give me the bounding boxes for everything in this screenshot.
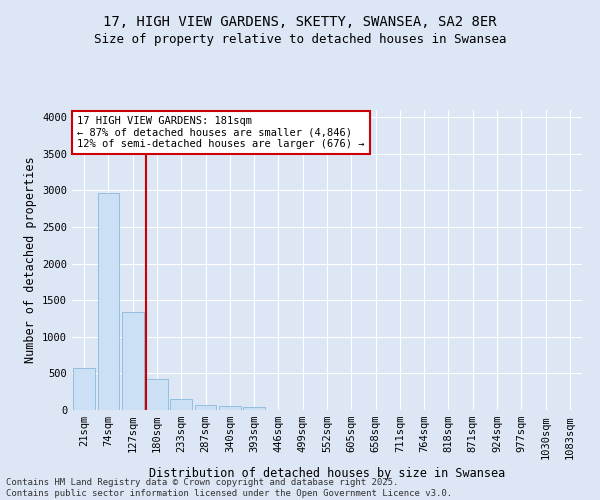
- Bar: [73, 368, 95, 410]
- Text: Contains HM Land Registry data © Crown copyright and database right 2025.
Contai: Contains HM Land Registry data © Crown c…: [6, 478, 452, 498]
- X-axis label: Distribution of detached houses by size in Swansea: Distribution of detached houses by size …: [149, 467, 505, 480]
- Bar: [170, 398, 192, 410]
- Text: 17, HIGH VIEW GARDENS, SKETTY, SWANSEA, SA2 8ER: 17, HIGH VIEW GARDENS, SKETTY, SWANSEA, …: [103, 15, 497, 29]
- Text: Size of property relative to detached houses in Swansea: Size of property relative to detached ho…: [94, 32, 506, 46]
- Bar: [122, 312, 143, 410]
- Bar: [194, 404, 217, 410]
- Bar: [146, 378, 168, 410]
- Bar: [243, 407, 265, 410]
- Y-axis label: Number of detached properties: Number of detached properties: [23, 156, 37, 364]
- Bar: [97, 192, 119, 410]
- Text: 17 HIGH VIEW GARDENS: 181sqm
← 87% of detached houses are smaller (4,846)
12% of: 17 HIGH VIEW GARDENS: 181sqm ← 87% of de…: [77, 116, 365, 149]
- Bar: [219, 406, 241, 410]
